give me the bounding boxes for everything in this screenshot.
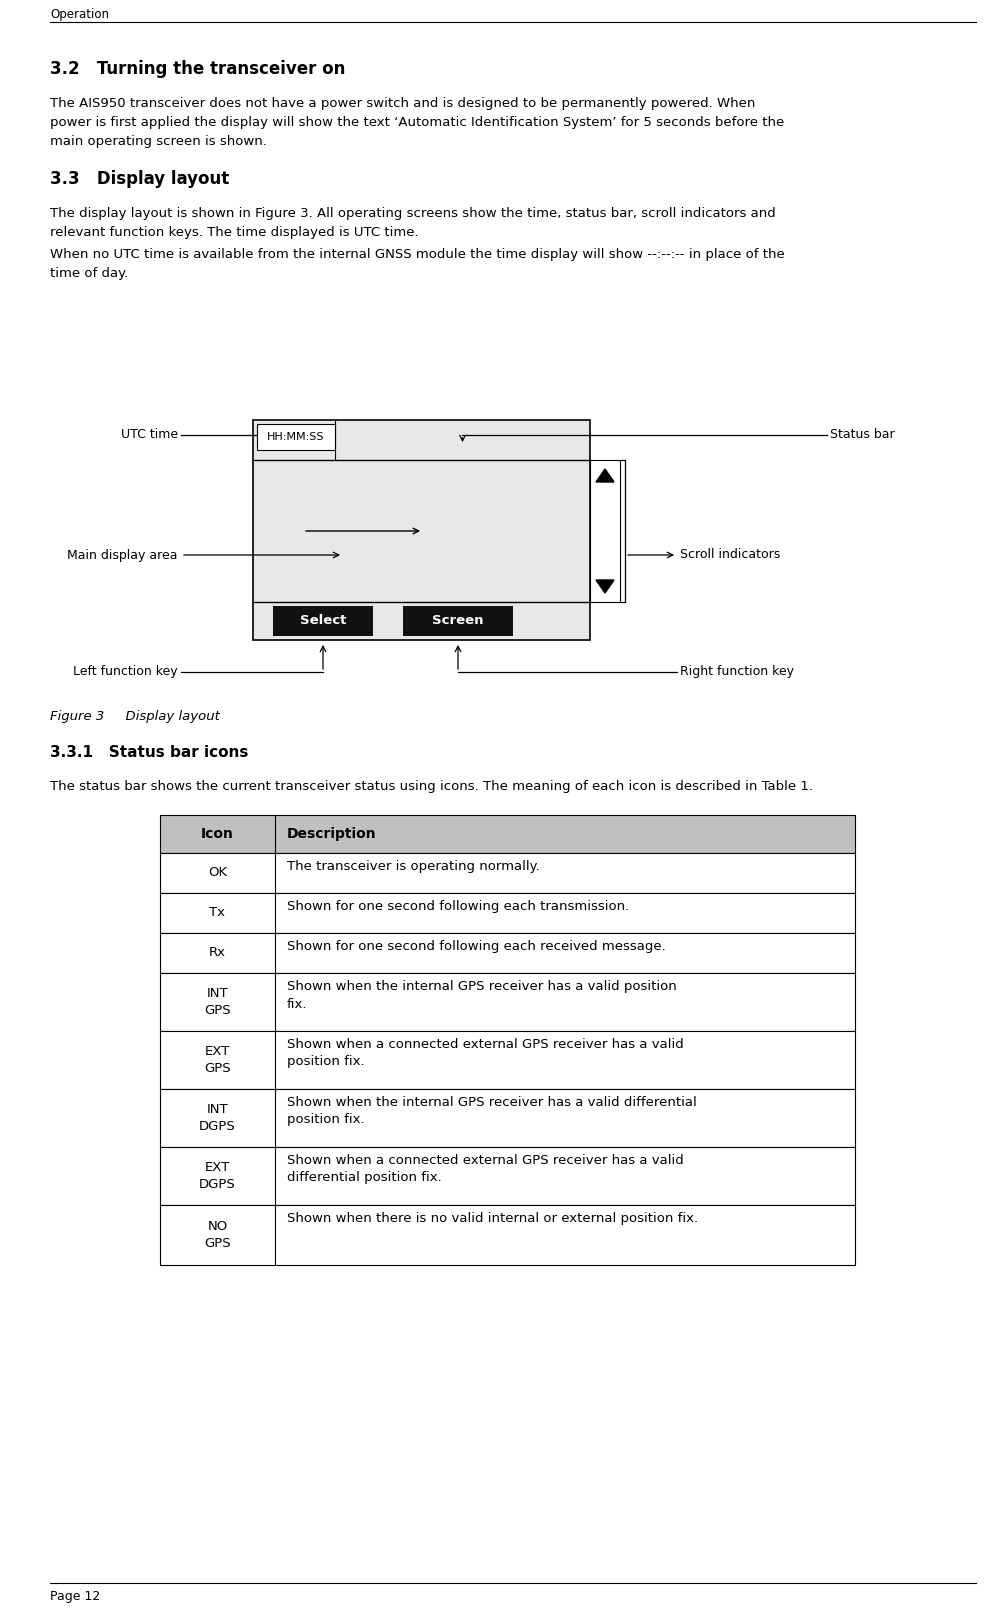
Text: HH:MM:SS: HH:MM:SS bbox=[268, 431, 325, 443]
Text: Icon: Icon bbox=[201, 827, 234, 840]
Text: Main display area: Main display area bbox=[67, 548, 178, 561]
Text: The transceiver is operating normally.: The transceiver is operating normally. bbox=[287, 860, 540, 873]
Bar bbox=[160, 1089, 855, 1147]
Bar bbox=[403, 606, 513, 637]
Text: 3.3.1   Status bar icons: 3.3.1 Status bar icons bbox=[50, 745, 248, 760]
Text: Shown for one second following each received message.: Shown for one second following each rece… bbox=[287, 941, 666, 953]
Text: Description: Description bbox=[287, 827, 376, 840]
Bar bbox=[160, 814, 855, 853]
Text: Rx: Rx bbox=[209, 947, 226, 960]
Text: Status bar: Status bar bbox=[830, 428, 894, 441]
Bar bbox=[160, 1031, 855, 1089]
Text: NO
GPS: NO GPS bbox=[204, 1220, 230, 1251]
Text: Shown when the internal GPS receiver has a valid position
fix.: Shown when the internal GPS receiver has… bbox=[287, 979, 677, 1010]
Bar bbox=[590, 461, 620, 603]
Text: The status bar shows the current transceiver status using icons. The meaning of : The status bar shows the current transce… bbox=[50, 781, 813, 793]
Text: Screen: Screen bbox=[433, 614, 484, 627]
Text: Shown when there is no valid internal or external position fix.: Shown when there is no valid internal or… bbox=[287, 1212, 698, 1225]
Text: main operating screen is shown.: main operating screen is shown. bbox=[50, 136, 267, 149]
Bar bbox=[257, 423, 335, 449]
Text: OK: OK bbox=[208, 866, 227, 879]
Bar bbox=[160, 1147, 855, 1206]
Text: time of day.: time of day. bbox=[50, 267, 128, 280]
Bar bbox=[273, 606, 373, 637]
Text: Shown for one second following each transmission.: Shown for one second following each tran… bbox=[287, 900, 629, 913]
Text: 3.3   Display layout: 3.3 Display layout bbox=[50, 170, 229, 187]
Text: relevant function keys. The time displayed is UTC time.: relevant function keys. The time display… bbox=[50, 226, 418, 239]
Polygon shape bbox=[596, 469, 614, 482]
Polygon shape bbox=[596, 580, 614, 593]
Bar bbox=[160, 1206, 855, 1265]
Text: 3.2   Turning the transceiver on: 3.2 Turning the transceiver on bbox=[50, 60, 345, 78]
Text: Page 12: Page 12 bbox=[50, 1590, 101, 1603]
Text: The AIS950 transceiver does not have a power switch and is designed to be perman: The AIS950 transceiver does not have a p… bbox=[50, 97, 756, 110]
Text: Right function key: Right function key bbox=[680, 666, 794, 679]
Bar bbox=[160, 894, 855, 932]
Bar bbox=[160, 932, 855, 973]
Text: INT
GPS: INT GPS bbox=[204, 987, 230, 1016]
Bar bbox=[160, 973, 855, 1031]
Text: EXT
GPS: EXT GPS bbox=[204, 1046, 230, 1075]
Text: Left function key: Left function key bbox=[73, 666, 178, 679]
Text: power is first applied the display will show the text ‘Automatic Identification : power is first applied the display will … bbox=[50, 116, 785, 129]
Text: UTC time: UTC time bbox=[121, 428, 178, 441]
Text: Select: Select bbox=[300, 614, 346, 627]
Bar bbox=[253, 420, 590, 640]
Bar bbox=[160, 853, 855, 894]
Text: Operation: Operation bbox=[50, 8, 109, 21]
Text: Tx: Tx bbox=[209, 907, 225, 920]
Text: Scroll indicators: Scroll indicators bbox=[680, 548, 781, 561]
Text: Figure 3     Display layout: Figure 3 Display layout bbox=[50, 709, 220, 722]
Text: Shown when the internal GPS receiver has a valid differential
position fix.: Shown when the internal GPS receiver has… bbox=[287, 1096, 697, 1126]
Text: EXT
DGPS: EXT DGPS bbox=[199, 1160, 235, 1191]
Text: Shown when a connected external GPS receiver has a valid
position fix.: Shown when a connected external GPS rece… bbox=[287, 1037, 684, 1068]
Text: The display layout is shown in Figure 3. All operating screens show the time, st: The display layout is shown in Figure 3.… bbox=[50, 207, 776, 220]
Text: Shown when a connected external GPS receiver has a valid
differential position f: Shown when a connected external GPS rece… bbox=[287, 1154, 684, 1185]
Text: When no UTC time is available from the internal GNSS module the time display wil: When no UTC time is available from the i… bbox=[50, 247, 785, 262]
Text: INT
DGPS: INT DGPS bbox=[199, 1104, 235, 1133]
